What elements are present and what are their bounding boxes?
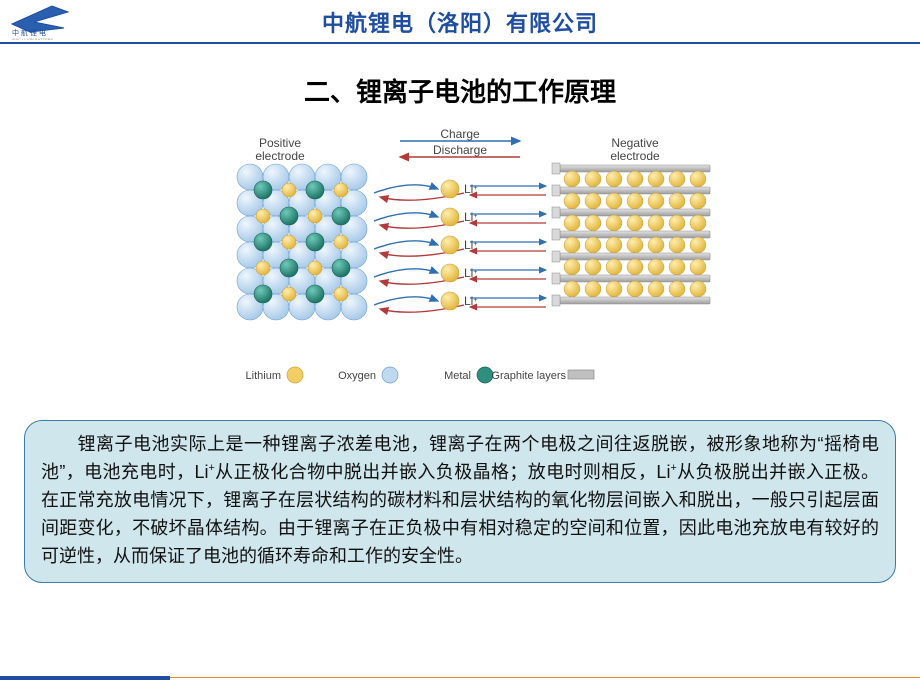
page-header: 中 航 锂 电 AVIC LI-ION BATTERY 中航锂电（洛阳）有限公司	[0, 0, 920, 44]
footer-rule	[0, 676, 920, 680]
body-part-2: 从正极化合物中脱出并嵌入负极晶格；放电时则相反，Li	[215, 462, 671, 482]
svg-text:Li+: Li+	[464, 294, 477, 308]
description-box: 锂离子电池实际上是一种锂离子浓差电池，锂离子在两个电极之间往返脱嵌，被形象地称为…	[24, 420, 896, 583]
svg-text:Li+: Li+	[464, 182, 477, 196]
svg-text:Charge: Charge	[440, 127, 480, 141]
svg-text:Oxygen: Oxygen	[338, 370, 376, 382]
svg-text:Li+: Li+	[464, 210, 477, 224]
svg-text:Discharge: Discharge	[433, 143, 487, 157]
svg-text:Lithium: Lithium	[246, 370, 281, 382]
section-title: 二、锂离子电池的工作原理	[0, 72, 920, 109]
battery-diagram: PositiveelectrodeNegativeelectrodeCharge…	[180, 127, 740, 402]
svg-text:Li+: Li+	[464, 238, 477, 252]
svg-text:Graphite layers: Graphite layers	[491, 370, 566, 382]
company-name: 中航锂电（洛阳）有限公司	[0, 6, 920, 38]
svg-text:Metal: Metal	[444, 370, 471, 382]
svg-text:Negative: Negative	[611, 136, 659, 150]
svg-text:electrode: electrode	[610, 149, 660, 163]
svg-text:Li+: Li+	[464, 266, 477, 280]
svg-text:Positive: Positive	[259, 136, 301, 150]
svg-text:electrode: electrode	[255, 149, 305, 163]
